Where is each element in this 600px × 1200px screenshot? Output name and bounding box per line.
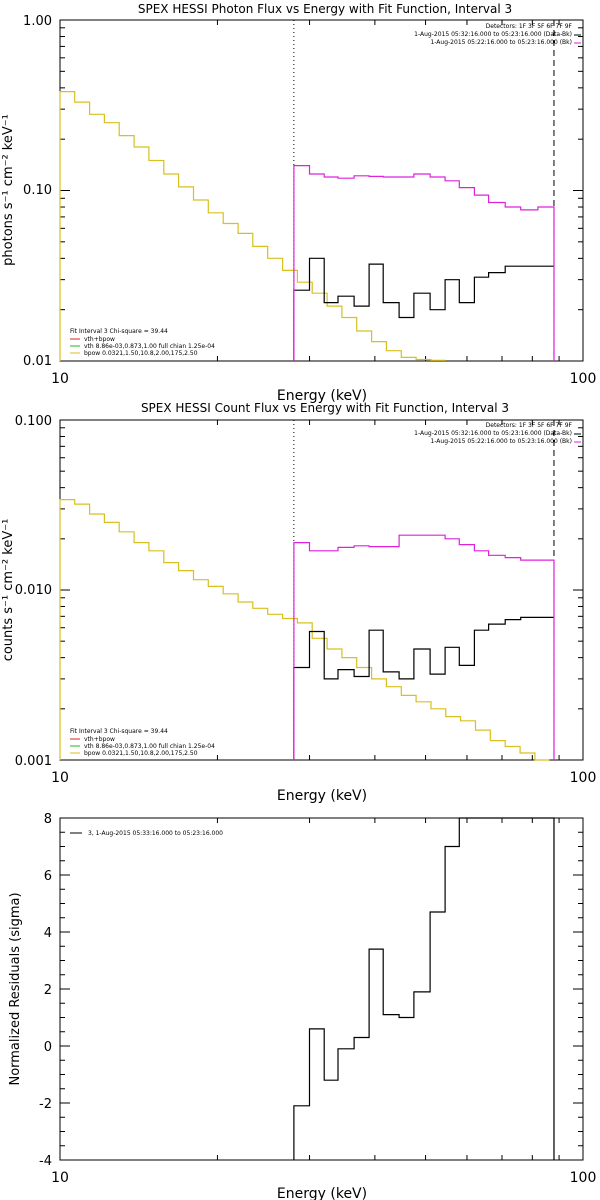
panel2-ytick-0.010: 0.010	[15, 583, 52, 598]
panel3-ytick-8: 8	[44, 812, 52, 827]
panel3-xtick-100: 100	[570, 1170, 597, 1186]
series-line	[59, 91, 446, 361]
panel2-xlabel: Energy (keV)	[277, 788, 367, 804]
panel3-ytick-n2: -2	[39, 1097, 52, 1112]
panel1-legend-top-1: 1-Aug-2015 05:32:16.000 to 05:23:16.000 …	[414, 31, 572, 38]
panel3-xtick-10: 10	[51, 1170, 69, 1186]
panel1-title: SPEX HESSI Photon Flux vs Energy with Fi…	[138, 2, 512, 16]
panel1-xtick-10: 10	[51, 371, 69, 387]
panel1-ylabel: photons s⁻¹ cm⁻² keV⁻¹	[1, 114, 16, 266]
panel2-legend-bottom-1: vth+bpow	[84, 736, 115, 743]
panel3-ytick-6: 6	[44, 869, 52, 884]
panel1-legend-bottom-0: Fit Interval 3 Chi-square = 39.44	[70, 328, 168, 335]
panel1-legend-top-0: Detectors: 1F 3F 5F 6F 7F 9F	[486, 23, 573, 30]
panel2-legend-top-1: 1-Aug-2015 05:32:16.000 to 05:23:16.000 …	[414, 430, 572, 437]
panel3-ytick-2: 2	[44, 983, 52, 998]
panel1-ytick-0.10: 0.10	[23, 183, 52, 198]
panel2-title: SPEX HESSI Count Flux vs Energy with Fit…	[141, 401, 509, 415]
panel2-ytick-0.001: 0.001	[15, 754, 52, 769]
series-line	[293, 534, 555, 760]
photon-flux-panel: SPEX HESSI Photon Flux vs Energy with Fi…	[1, 2, 596, 404]
panel1-xtick-100: 100	[570, 371, 597, 387]
series-line	[59, 499, 550, 761]
panel3-ylabel: Normalized Residuals (sigma)	[8, 892, 23, 1085]
panel3-axes	[59, 817, 584, 1161]
series-line	[293, 616, 554, 760]
panel2-legend-bottom-0: Fit Interval 3 Chi-square = 39.44	[70, 728, 168, 735]
panel1-axes	[59, 19, 584, 362]
panel1-ytick-1.00: 1.00	[23, 14, 52, 29]
panel2-xtick-10: 10	[51, 770, 69, 786]
panel2-legend-bottom-3: bpow 0.0321,1.50,10.8,2.00,175,2.50	[84, 750, 198, 757]
panel1-legend-top-2: 1-Aug-2015 05:22:16.000 to 05:23:16.000 …	[430, 39, 572, 46]
series-line	[293, 817, 555, 1160]
panel3-ytick-4: 4	[44, 926, 52, 941]
panel1-ytick-0.01: 0.01	[23, 354, 52, 369]
panel3-ytick-n4: -4	[39, 1154, 52, 1169]
count-flux-panel: SPEX HESSI Count Flux vs Energy with Fit…	[1, 401, 596, 804]
panel1-xlabel: Energy (keV)	[277, 388, 367, 404]
panel2-ylabel: counts s⁻¹ cm⁻² keV⁻¹	[1, 519, 16, 662]
panel3-xlabel: Energy (keV)	[277, 1186, 367, 1200]
panel1-legend-bottom-3: bpow 0.0321,1.50,10.8,2.00,175,2.50	[84, 350, 198, 357]
series-line	[293, 165, 555, 361]
panel1-legend-bottom-2: vth 8.86e-03,0.873,1.00 full chian 1.25e…	[84, 343, 215, 350]
panel1-legend-bottom-1: vth+bpow	[84, 336, 115, 343]
panel2-legend-bottom-2: vth 8.86e-03,0.873,1.00 full chian 1.25e…	[84, 743, 215, 750]
panel2-legend-top-2: 1-Aug-2015 05:22:16.000 to 05:23:16.000 …	[430, 438, 572, 445]
panel2-ytick-0.100: 0.100	[15, 414, 52, 429]
panel2-axes	[59, 419, 584, 761]
panel3-ytick-0: 0	[44, 1040, 52, 1055]
panel3-legend-0: 3, 1-Aug-2015 05:33:16.000 to 05:23:16.0…	[88, 830, 223, 837]
residuals-panel: 10 100 -4 -2 0 2 4 6 8 Energy (keV) Norm…	[8, 812, 596, 1200]
panel2-legend-top-0: Detectors: 1F 3F 5F 6F 7F 9F	[486, 422, 573, 429]
series-line	[293, 257, 554, 361]
panel2-xtick-100: 100	[570, 770, 597, 786]
